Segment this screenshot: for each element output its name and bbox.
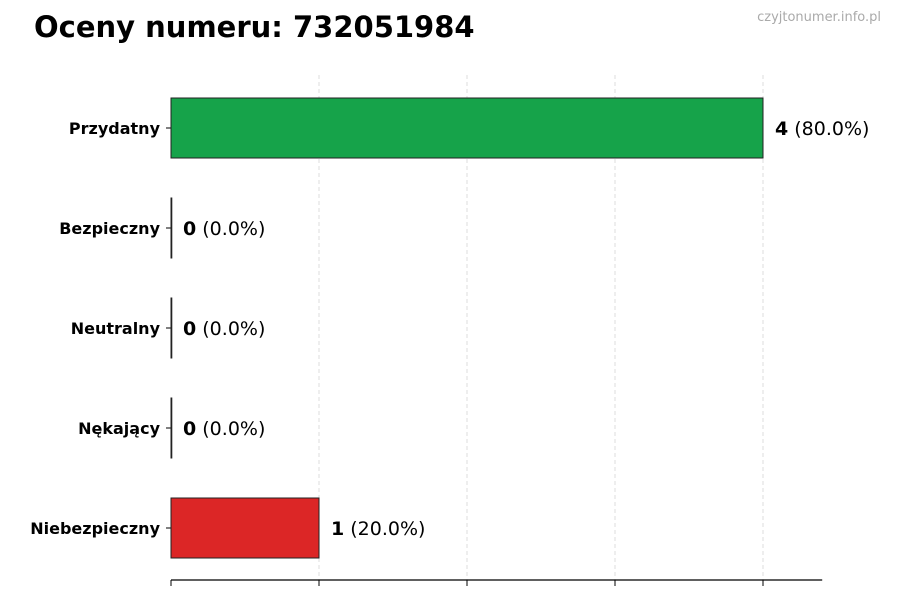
data-label: 0 (0.0%): [183, 318, 265, 340]
category-label: Bezpieczny: [59, 219, 160, 238]
category-label: Neutralny: [71, 319, 161, 338]
chart-title: Oceny numeru: 732051984: [34, 10, 475, 44]
bar: [170, 97, 764, 159]
bar: [170, 197, 173, 259]
bar: [170, 297, 173, 359]
data-label: 1 (20.0%): [331, 518, 425, 540]
bar: [170, 497, 320, 559]
count-value: 1: [331, 518, 344, 540]
category-label: Nękający: [78, 419, 160, 438]
category-label: Przydatny: [69, 119, 161, 138]
data-label: 0 (0.0%): [183, 418, 265, 440]
count-value: 0: [183, 218, 196, 240]
data-label: 4 (80.0%): [775, 118, 869, 140]
percent-value: (0.0%): [196, 218, 265, 240]
count-value: 4: [775, 118, 788, 140]
data-label: 0 (0.0%): [183, 218, 265, 240]
percent-value: (0.0%): [196, 318, 265, 340]
count-value: 0: [183, 318, 196, 340]
bar: [170, 397, 173, 459]
percent-value: (80.0%): [788, 118, 869, 140]
count-value: 0: [183, 418, 196, 440]
watermark: czyjtonumer.info.pl: [757, 10, 881, 25]
category-label: Niebezpieczny: [30, 519, 160, 538]
percent-value: (20.0%): [344, 518, 425, 540]
percent-value: (0.0%): [196, 418, 265, 440]
